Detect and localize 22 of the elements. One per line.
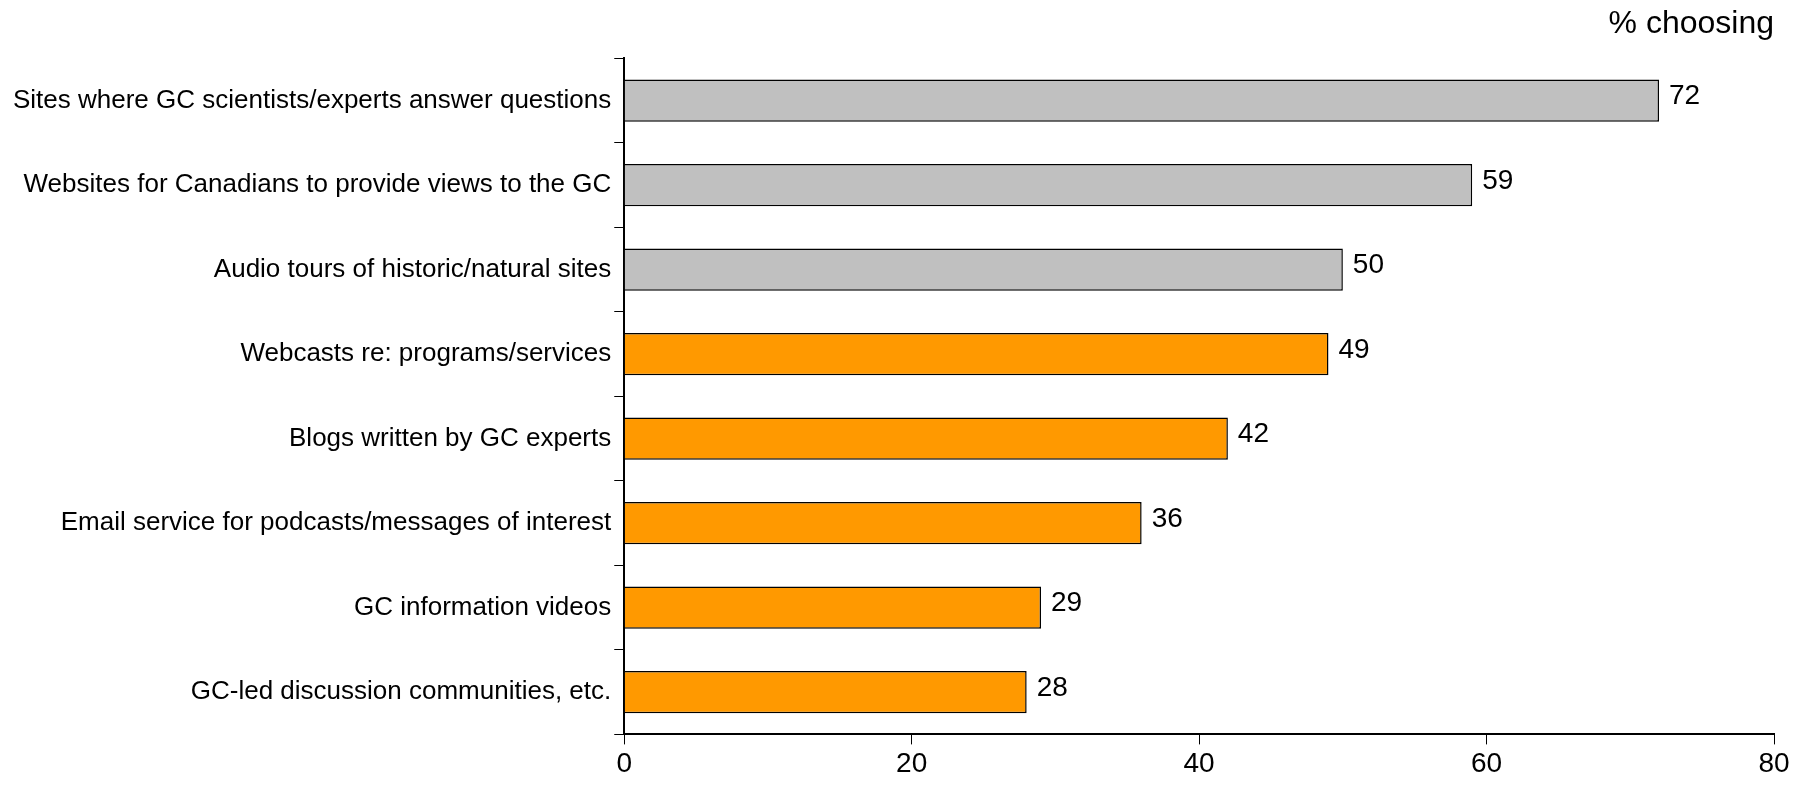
x-tick-label: 60 xyxy=(1470,746,1503,778)
y-tick-label: Webcasts re: programs/services xyxy=(240,337,612,368)
x-tick-label: 40 xyxy=(1183,746,1215,778)
data-label: 29 xyxy=(1051,586,1083,618)
y-tick-label: Websites for Canadians to provide views to the GC xyxy=(23,168,612,199)
y-tick-label: Audio tours of historic/natural sites xyxy=(213,252,612,283)
data-label: 42 xyxy=(1237,417,1270,449)
y-tick-label: GC-led discussion communities, etc. xyxy=(190,675,612,706)
data-label: 59 xyxy=(1482,163,1514,195)
data-label: 28 xyxy=(1036,670,1068,702)
data-label: 72 xyxy=(1669,79,1701,111)
y-tick-label: Email service for podcasts/messages of interest xyxy=(60,506,613,537)
x-tick-label: 0 xyxy=(616,746,633,778)
data-label: 36 xyxy=(1151,501,1183,533)
y-tick-label: GC information videos xyxy=(354,590,612,621)
y-tick-label: Sites where GC scientists/experts answer questions xyxy=(12,83,612,114)
data-label: 49 xyxy=(1338,332,1370,364)
chart-title: % choosing xyxy=(1608,4,1774,41)
x-tick-label: 20 xyxy=(896,746,928,778)
y-tick-label: Blogs written by GC experts xyxy=(289,421,612,452)
data-label: 50 xyxy=(1352,248,1384,280)
x-tick-label: 80 xyxy=(1758,746,1790,778)
